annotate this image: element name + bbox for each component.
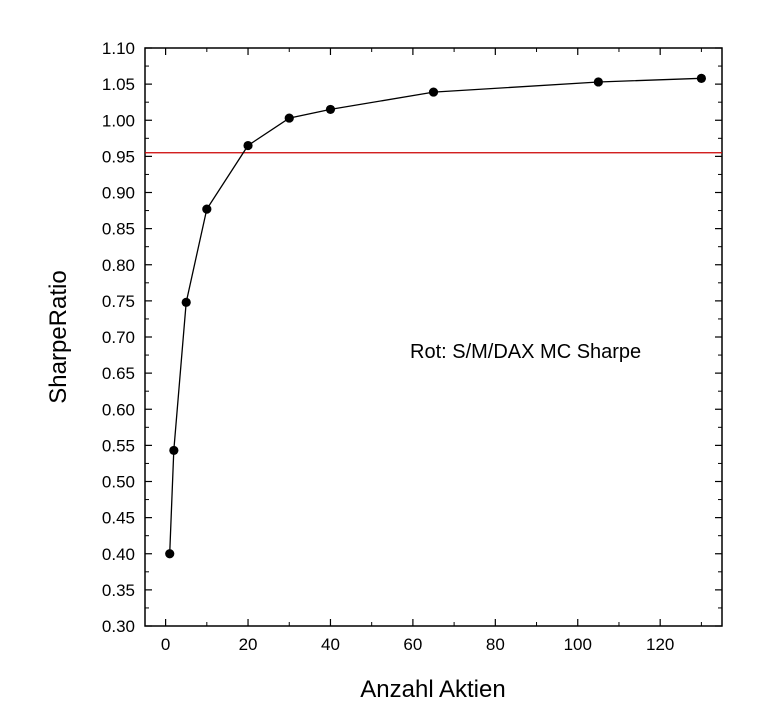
x-tick-label: 0 [161, 635, 170, 654]
data-point [696, 73, 706, 83]
y-tick-label: 0.90 [102, 184, 135, 203]
series-layer [165, 73, 706, 559]
x-tick-label: 40 [321, 635, 340, 654]
y-tick-label: 0.80 [102, 256, 135, 275]
data-point [181, 297, 191, 307]
y-tick-label: 0.70 [102, 328, 135, 347]
x-tick-label: 100 [564, 635, 592, 654]
y-tick-label: 0.35 [102, 581, 135, 600]
data-point [593, 77, 603, 87]
y-tick-label: 1.05 [102, 75, 135, 94]
y-tick-label: 0.55 [102, 436, 135, 455]
data-point [243, 140, 253, 151]
series-line [169, 77, 702, 554]
x-tick-label: 120 [646, 635, 674, 654]
y-tick-label: 0.65 [102, 364, 135, 383]
y-tick-label: 0.75 [102, 292, 135, 311]
x-tick-label: 80 [486, 635, 505, 654]
y-tick-label: 0.95 [102, 147, 135, 166]
y-tick-label: 0.45 [102, 509, 135, 528]
data-point [202, 204, 212, 214]
x-tick-label: 60 [403, 635, 422, 654]
y-tick-label: 1.10 [102, 39, 135, 58]
annotation-label: Rot: S/M/DAX MC Sharpe [410, 341, 641, 363]
axis-ticks-layer: 0 20 40 60 80 100 120 0.30 0.35 0.40 0.45 0.50 0.55 0… [102, 39, 722, 654]
data-point [325, 104, 336, 115]
x-axis-title: Anzahl Aktien [360, 676, 505, 703]
y-tick-label: 1.00 [102, 111, 135, 130]
y-tick-label: 0.50 [102, 473, 135, 492]
y-tick-label: 0.40 [102, 545, 135, 564]
data-point [284, 113, 294, 123]
x-tick-label: 20 [239, 635, 258, 654]
y-tick-label: 0.30 [102, 617, 135, 636]
y-tick-label: 0.60 [102, 400, 135, 419]
plot-frame-layer [144, 47, 723, 627]
y-tick-label: 0.85 [102, 220, 135, 239]
data-point [169, 445, 179, 456]
data-point [428, 87, 439, 97]
data-point [165, 549, 175, 559]
plot-frame [144, 47, 723, 627]
y-axis-title: SharpeRatio [45, 270, 72, 403]
